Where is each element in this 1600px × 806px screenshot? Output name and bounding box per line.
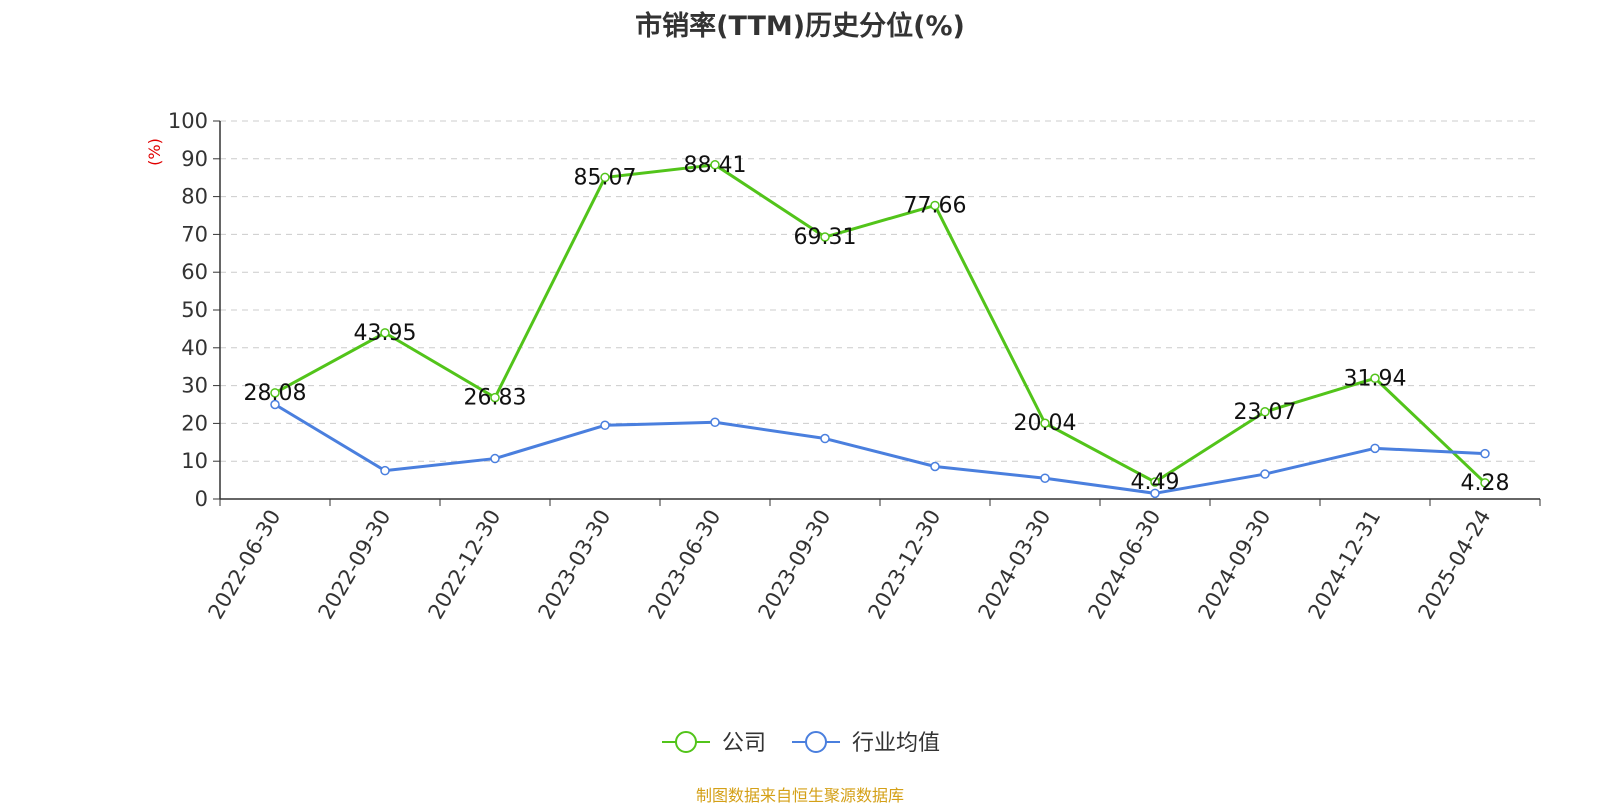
company-point xyxy=(1260,407,1270,417)
x-tick-label: 2023-09-30 xyxy=(754,506,836,624)
x-tick-label: 2023-12-30 xyxy=(864,506,946,624)
legend-label-industry-average: 行业均值 xyxy=(852,731,940,756)
x-tick-label: 2024-06-30 xyxy=(1084,506,1166,624)
company-point xyxy=(820,232,830,242)
legend-marker-company xyxy=(675,731,697,753)
company-data-label: 31.94 xyxy=(1344,366,1407,391)
legend-item-industry-average[interactable]: 行业均值 xyxy=(792,731,940,756)
company-point xyxy=(1370,373,1380,384)
industry-average-series-line xyxy=(274,403,1486,495)
company-point xyxy=(1040,418,1050,428)
industry-average-point xyxy=(270,399,280,410)
grid-lines xyxy=(220,120,1540,462)
y-tick-label: 90 xyxy=(181,147,208,171)
legend-label-company: 公司 xyxy=(722,731,766,756)
industry-average-point xyxy=(820,433,830,444)
source-note: 制图数据来自恒生聚源数据库 xyxy=(695,786,904,805)
company-point xyxy=(270,388,280,398)
company-data-label: 4.28 xyxy=(1461,471,1510,496)
company-point xyxy=(1480,478,1490,488)
industry-average-point xyxy=(1040,473,1050,483)
y-tick-label: 50 xyxy=(181,298,208,322)
industry-average-point xyxy=(380,465,390,476)
data-labels: 28.08 43.95 26.83 85.07 88.41 69.31 77.66 20.04… xyxy=(244,153,1510,496)
company-data-label: 4.49 xyxy=(1131,470,1180,495)
axes: 0 10 20 30 40 50 60 70 80 90 100 2022-06-30 2022-09-… xyxy=(168,109,1541,624)
company-point xyxy=(710,160,720,170)
company-point xyxy=(1150,477,1160,487)
x-tick-label: 2023-03-30 xyxy=(534,506,616,624)
y-tick-label: 80 xyxy=(181,185,208,209)
y-tick-label: 20 xyxy=(181,411,208,435)
company-data-label: 85.07 xyxy=(574,165,637,190)
company-data-label: 69.31 xyxy=(794,225,857,250)
legend-marker-industry-average xyxy=(805,731,827,753)
company-data-label: 26.83 xyxy=(464,386,527,411)
x-tick-label: 2024-09-30 xyxy=(1194,506,1276,624)
x-tick-label: 2024-12-31 xyxy=(1304,506,1386,624)
legend[interactable]: 公司 行业均值 xyxy=(662,731,940,756)
company-data-label: 88.41 xyxy=(684,153,747,178)
y-tick-label: 70 xyxy=(181,222,208,246)
y-tick-label: 10 xyxy=(181,449,208,473)
x-tick-label: 2022-12-30 xyxy=(424,506,506,624)
industry-average-point xyxy=(1150,488,1160,499)
industry-average-point xyxy=(1260,469,1270,479)
company-point xyxy=(380,328,390,338)
company-data-label: 20.04 xyxy=(1014,411,1077,436)
series-lines xyxy=(270,160,1490,499)
y-tick-label: 30 xyxy=(181,374,208,398)
company-point xyxy=(930,200,940,211)
x-tick-label: 2022-06-30 xyxy=(204,506,286,624)
company-data-label: 43.95 xyxy=(354,321,417,346)
x-tick-label: 2024-03-30 xyxy=(974,506,1056,624)
company-series-line xyxy=(274,163,1487,484)
industry-average-point xyxy=(1370,443,1380,454)
industry-average-point xyxy=(930,461,940,472)
industry-average-point xyxy=(490,453,500,464)
y-tick-label: 0 xyxy=(195,487,208,511)
y-tick-label: 100 xyxy=(168,109,208,133)
y-tick-label: 60 xyxy=(181,260,208,284)
y-tick-label: 40 xyxy=(181,336,208,360)
company-point xyxy=(600,172,610,183)
x-tick-label: 2022-09-30 xyxy=(314,506,396,624)
company-data-label: 77.66 xyxy=(904,193,967,218)
chart-title: 市销率(TTM)历史分位(%) xyxy=(635,11,965,42)
x-tick-label: 2025-04-24 xyxy=(1414,506,1496,624)
industry-average-point xyxy=(1480,448,1490,459)
legend-item-company[interactable]: 公司 xyxy=(662,731,766,756)
x-tick-label: 2023-06-30 xyxy=(644,506,726,624)
industry-average-point xyxy=(710,417,720,428)
industry-average-point xyxy=(600,420,610,431)
company-point xyxy=(490,392,500,403)
y-axis-label: (%) xyxy=(145,138,164,166)
company-data-label: 28.08 xyxy=(244,381,307,406)
company-data-label: 23.07 xyxy=(1234,400,1297,425)
